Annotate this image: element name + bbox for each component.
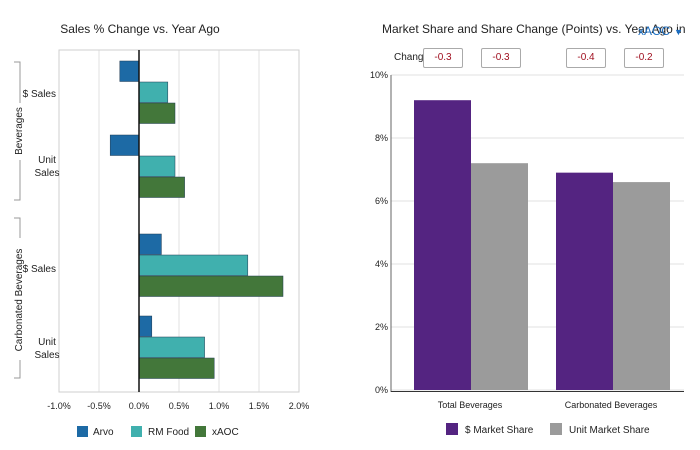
right-chart: Market Share and Share Change (Points) v… bbox=[370, 22, 686, 436]
bar-carbonated-beverages-dollar-market-share[interactable] bbox=[556, 172, 613, 390]
group-label-beverages: Beverages bbox=[14, 107, 25, 155]
group-bracket-carbonated bbox=[14, 217, 21, 379]
bar-total-beverages-unit-market-share[interactable] bbox=[471, 163, 528, 390]
left-x-tick-label: -1.0% bbox=[47, 401, 71, 411]
change-value-total-unit: -0.3 bbox=[481, 48, 521, 68]
left-bars bbox=[109, 60, 284, 379]
right-y-tick-label: 10% bbox=[370, 70, 388, 80]
chevron-down-icon: ▼ bbox=[674, 27, 683, 37]
market-dropdown[interactable]: xAOC ▼ bbox=[638, 24, 683, 38]
right-chart-title: Market Share and Share Change (Points) v… bbox=[382, 22, 686, 36]
group-label-carbonated-beverages: Carbonated Beverages bbox=[14, 249, 25, 352]
left-x-tick-labels: -1.0% -0.5% 0.0% 0.5% 1.0% 1.5% 2.0% bbox=[47, 401, 309, 411]
left-x-tick-label: 1.5% bbox=[249, 401, 270, 411]
group-bracket-beverages bbox=[14, 61, 21, 201]
bar-carbonated-beverages-unit-sales-rm-food[interactable] bbox=[138, 336, 205, 358]
right-y-tick-label: 6% bbox=[375, 196, 388, 206]
bar-beverages-unit-sales-arvo[interactable] bbox=[109, 134, 140, 156]
left-chart: Sales % Change vs. Year Ago -1.0% -0.5% 0.… bbox=[14, 22, 309, 438]
legend-item-rm-food[interactable]: RM Food bbox=[131, 426, 189, 438]
legend-swatch-arvo bbox=[77, 426, 88, 437]
legend-label-arvo: Arvo bbox=[93, 427, 114, 438]
left-chart-title: Sales % Change vs. Year Ago bbox=[60, 22, 220, 36]
left-x-tick-label: -0.5% bbox=[87, 401, 111, 411]
bar-carbonated-beverages-dollar-sales-arvo[interactable] bbox=[138, 233, 162, 255]
left-x-tick-label: 0.5% bbox=[169, 401, 190, 411]
bar-beverages-dollar-sales-rm-food[interactable] bbox=[138, 81, 169, 103]
right-y-tick-label: 2% bbox=[375, 322, 388, 332]
row-label-carbonated-unit-sales: Unit Sales bbox=[34, 337, 59, 361]
row-label-beverages-unit-sales: Unit Sales bbox=[34, 155, 59, 179]
bar-beverages-dollar-sales-xaoc[interactable] bbox=[138, 102, 176, 124]
bar-beverages-unit-sales-rm-food[interactable] bbox=[138, 155, 176, 177]
legend-label-xaoc: xAOC bbox=[212, 427, 239, 438]
change-value-carbonated-dollar: -0.4 bbox=[566, 48, 606, 68]
market-dropdown-value: xAOC bbox=[638, 24, 671, 38]
right-y-tick-label: 8% bbox=[375, 133, 388, 143]
legend-swatch-rm-food bbox=[131, 426, 142, 437]
category-label-carbonated-beverages: Carbonated Beverages bbox=[565, 400, 658, 410]
bar-total-beverages-dollar-market-share[interactable] bbox=[414, 100, 471, 390]
row-label-carbonated-dollar-sales: $ Sales bbox=[23, 264, 56, 275]
right-bars bbox=[414, 100, 670, 390]
left-x-tick-label: 1.0% bbox=[209, 401, 230, 411]
legend-label-rm-food: RM Food bbox=[148, 427, 189, 438]
bar-beverages-unit-sales-xaoc[interactable] bbox=[138, 176, 185, 198]
right-legend: $ Market Share Unit Market Share bbox=[446, 423, 650, 436]
bar-carbonated-beverages-dollar-sales-xaoc[interactable] bbox=[138, 275, 284, 297]
left-plot-frame bbox=[58, 49, 300, 393]
legend-swatch-unit-market-share bbox=[550, 423, 562, 435]
legend-swatch-dollar-market-share bbox=[446, 423, 458, 435]
legend-item-xaoc[interactable]: xAOC bbox=[195, 426, 239, 438]
legend-swatch-xaoc bbox=[195, 426, 206, 437]
legend-item-dollar-market-share[interactable]: $ Market Share bbox=[446, 423, 534, 436]
bar-carbonated-beverages-dollar-sales-rm-food[interactable] bbox=[138, 254, 249, 276]
legend-item-unit-market-share[interactable]: Unit Market Share bbox=[550, 423, 650, 436]
category-label-total-beverages: Total Beverages bbox=[438, 400, 503, 410]
left-x-tick-label: 2.0% bbox=[289, 401, 310, 411]
left-x-tick-label: 0.0% bbox=[129, 401, 150, 411]
bar-carbonated-beverages-unit-sales-xaoc[interactable] bbox=[138, 357, 215, 379]
right-y-tick-label: 4% bbox=[375, 259, 388, 269]
bar-beverages-dollar-sales-arvo[interactable] bbox=[119, 60, 140, 82]
bar-carbonated-beverages-unit-market-share[interactable] bbox=[613, 182, 670, 390]
legend-label-dollar-market-share: $ Market Share bbox=[465, 425, 534, 436]
right-y-tick-label: 0% bbox=[375, 385, 388, 395]
bar-carbonated-beverages-unit-sales-arvo[interactable] bbox=[138, 315, 153, 337]
change-row-label: Change bbox=[394, 52, 430, 63]
change-value-carbonated-unit: -0.2 bbox=[624, 48, 664, 68]
row-label-beverages-dollar-sales: $ Sales bbox=[23, 89, 56, 100]
left-legend: Arvo RM Food xAOC bbox=[77, 426, 239, 438]
legend-item-arvo[interactable]: Arvo bbox=[77, 426, 114, 438]
change-value-total-dollar: -0.3 bbox=[423, 48, 463, 68]
right-y-tick-labels: 0% 2% 4% 6% 8% 10% bbox=[370, 70, 388, 395]
legend-label-unit-market-share: Unit Market Share bbox=[569, 425, 650, 436]
